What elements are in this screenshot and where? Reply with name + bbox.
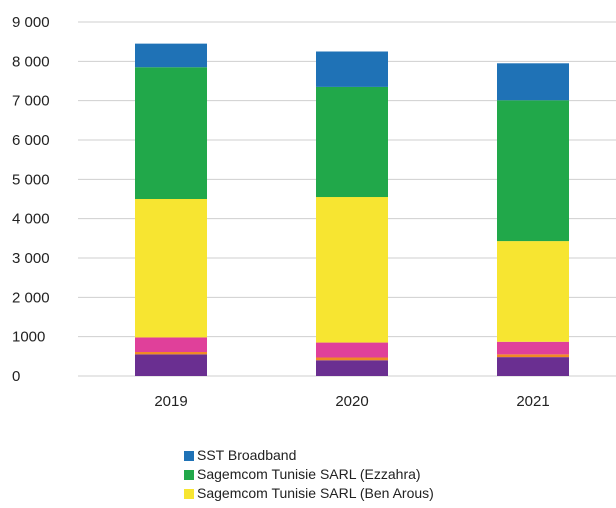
bar-segment: [316, 51, 388, 87]
bar-segment: [497, 241, 569, 342]
y-tick-label: 3 000: [12, 250, 50, 267]
legend-label: SST Broadband: [197, 447, 296, 463]
bar-segment: [316, 197, 388, 343]
y-tick-label: 9 000: [12, 14, 50, 31]
x-category-label: 2021: [516, 393, 549, 410]
bar-segment: [135, 354, 207, 376]
bar-segment: [316, 360, 388, 376]
bar-segment: [135, 43, 207, 68]
bar-segment: [135, 199, 207, 338]
legend-label: Sagemcom Tunisie SARL (Ben Arous): [197, 485, 434, 501]
bar-segment: [316, 357, 388, 361]
y-tick-label: 2 000: [12, 289, 50, 306]
bar-segment: [316, 342, 388, 358]
bar-segment: [497, 100, 569, 242]
y-axis-tick-labels: 0 1000 2 000 3 000 4 000 5 000 6 000 7 000 8 000…: [12, 14, 50, 385]
bars: [135, 43, 569, 376]
bar-segment: [135, 67, 207, 199]
x-category-label: 2019: [154, 393, 187, 410]
y-tick-label: 4 000: [12, 211, 50, 228]
legend-swatch: [184, 470, 194, 480]
bar-segment: [316, 86, 388, 198]
bar-segment: [135, 352, 207, 355]
bar-segment: [497, 354, 569, 358]
y-tick-label: 1000: [12, 329, 45, 346]
y-tick-label: 5 000: [12, 171, 50, 188]
y-tick-label: 8 000: [12, 53, 50, 70]
x-axis-category-labels: 2019 2020 2021: [154, 393, 549, 410]
y-tick-label: 7 000: [12, 93, 50, 110]
y-tick-label: 6 000: [12, 132, 50, 149]
bar-segment: [497, 341, 569, 355]
bar-segment: [135, 337, 207, 353]
legend-swatch: [184, 489, 194, 499]
bar-segment: [497, 357, 569, 376]
legend: SST Broadband Sagemcom Tunisie SARL (Ezza…: [184, 447, 434, 501]
y-tick-label: 0: [12, 368, 20, 385]
legend-swatch: [184, 451, 194, 461]
bar-segment: [497, 63, 569, 101]
x-category-label: 2020: [335, 393, 368, 410]
legend-label: Sagemcom Tunisie SARL (Ezzahra): [197, 466, 421, 482]
